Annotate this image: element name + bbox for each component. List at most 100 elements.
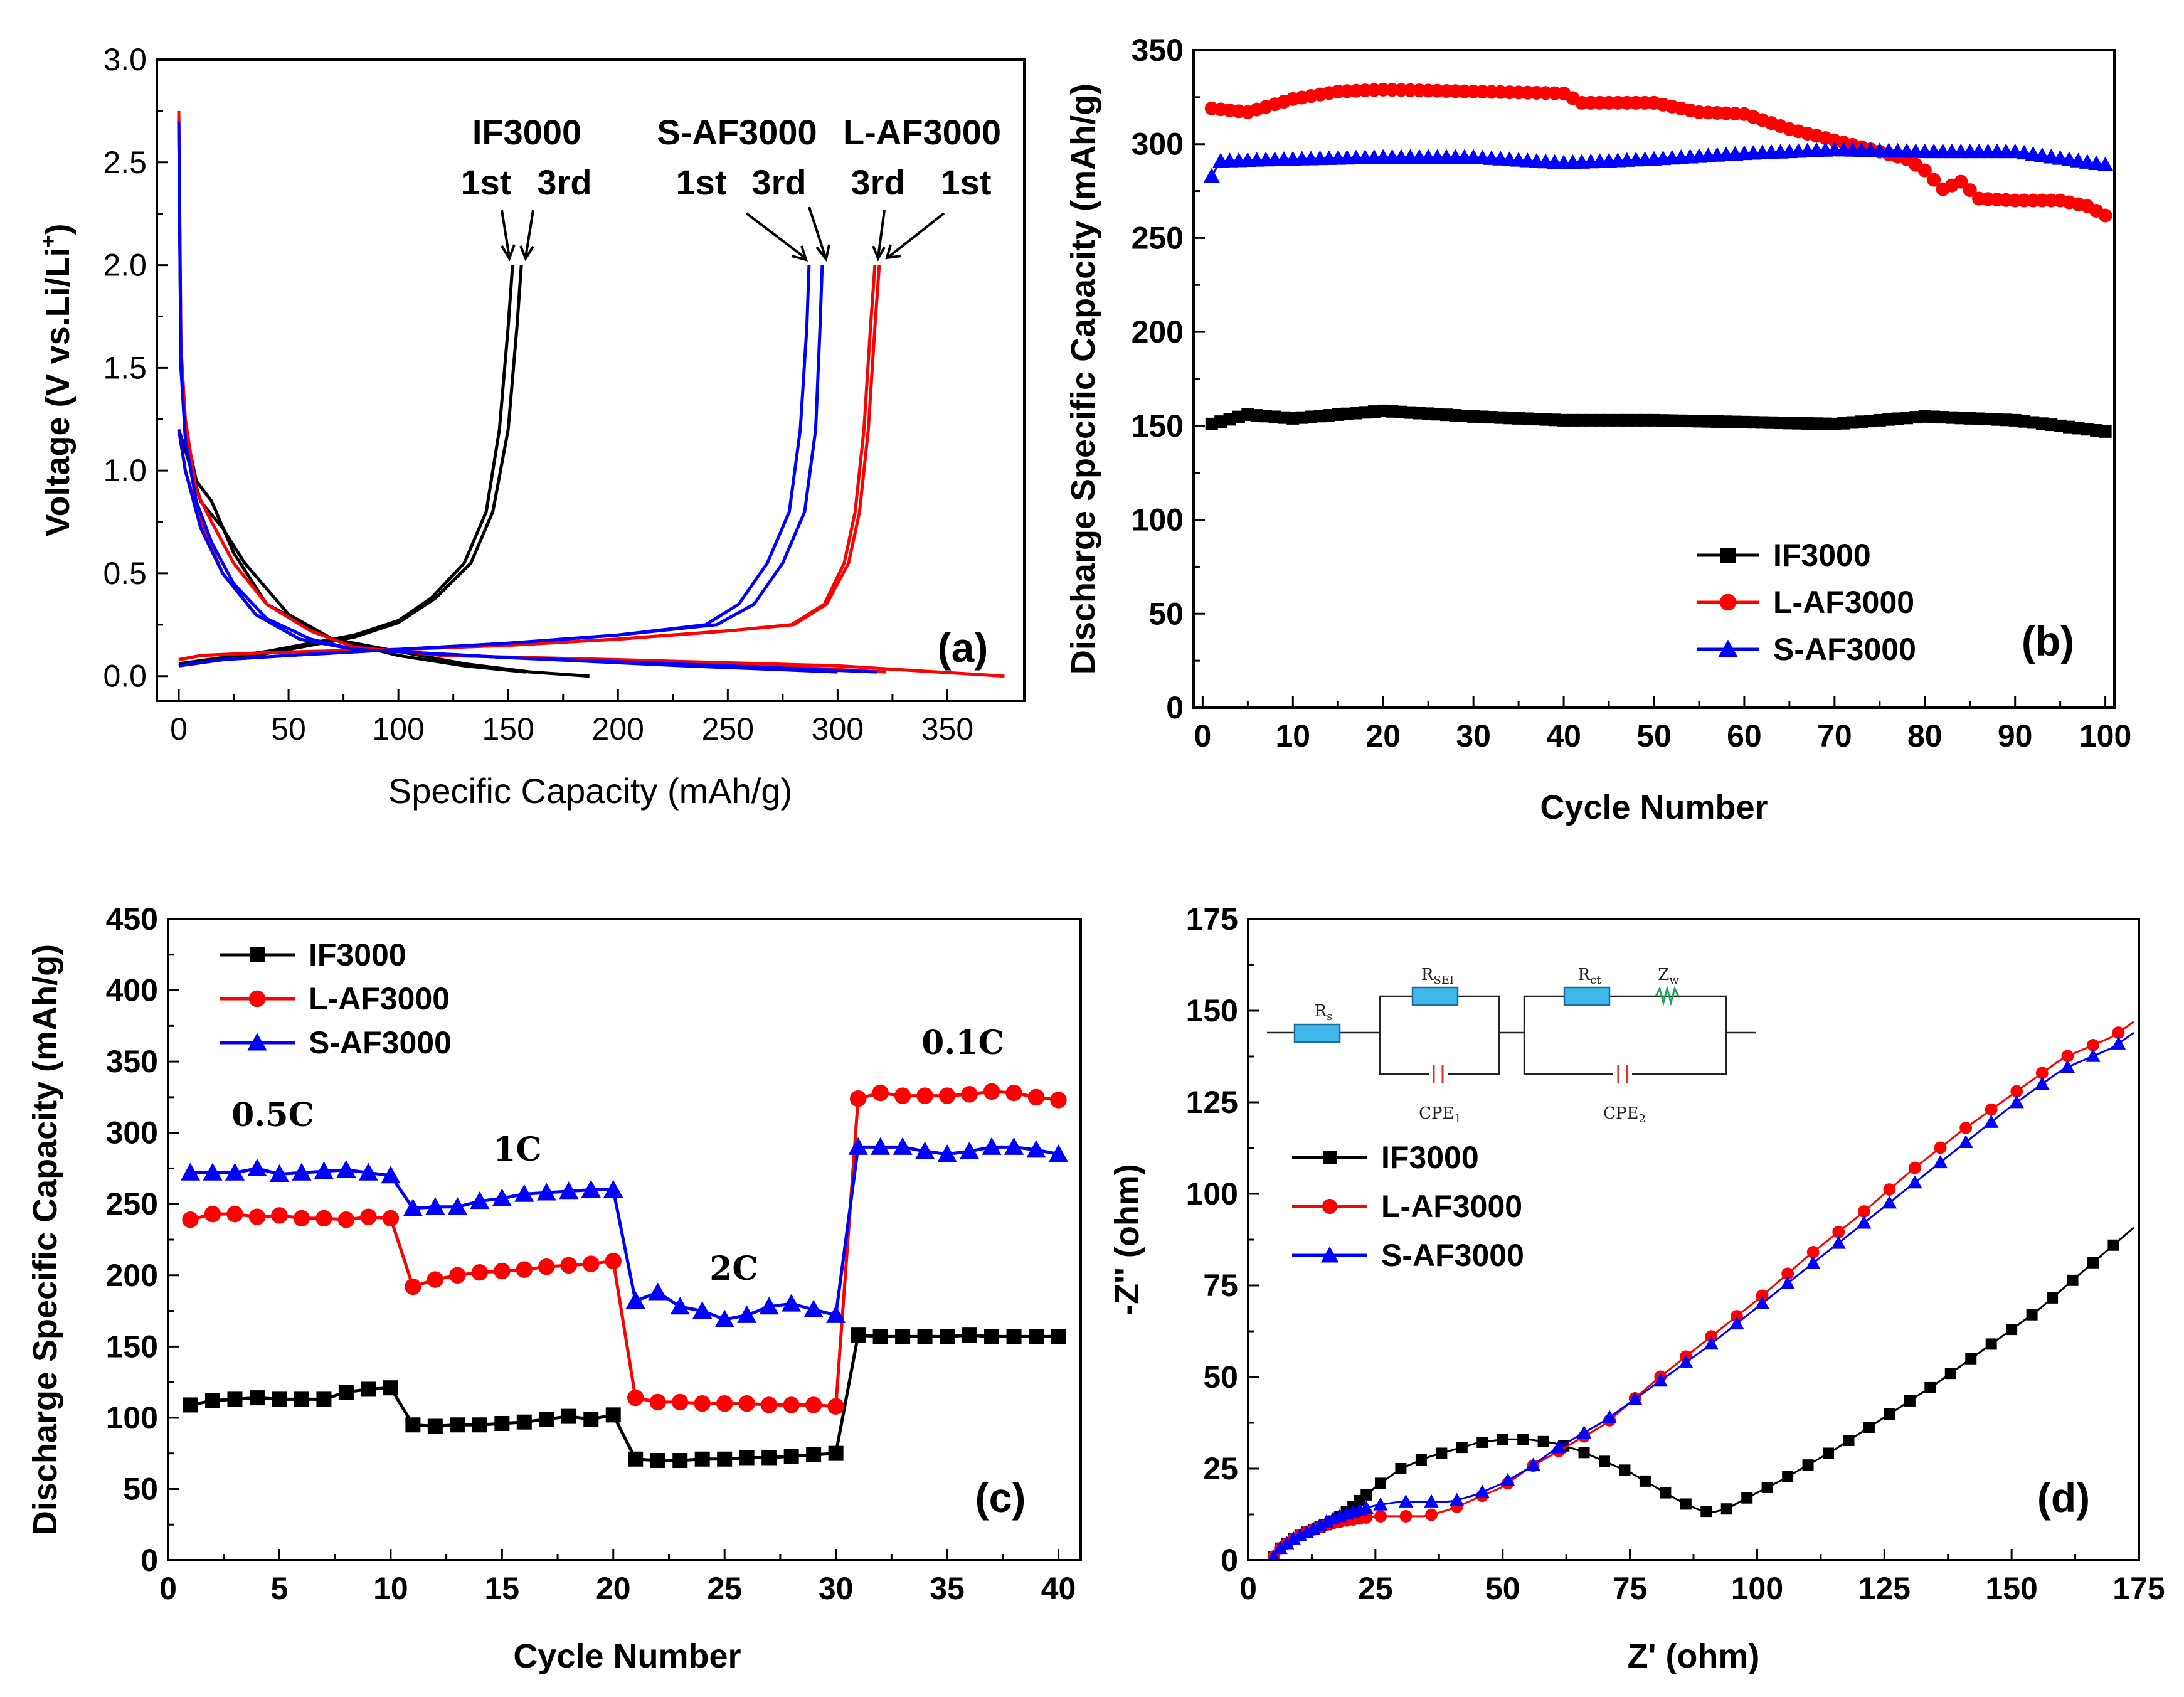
- ytick-label: 0.5: [103, 556, 147, 591]
- marker-square: [1720, 548, 1736, 563]
- marker-triangle: [1048, 1144, 1069, 1162]
- marker-circle: [2098, 208, 2112, 223]
- ytick-label: 125: [1186, 1085, 1238, 1120]
- panel-a-ylabel-sup: +: [36, 235, 60, 248]
- marker-triangle: [1653, 1373, 1668, 1387]
- marker-square: [1360, 1489, 1372, 1501]
- marker-triangle: [1718, 639, 1738, 657]
- marker-square: [1863, 1422, 1875, 1434]
- marker-square: [1700, 1506, 1712, 1518]
- marker-square: [628, 1451, 644, 1467]
- xtick-label: 350: [921, 711, 973, 747]
- marker-square: [1619, 1464, 1631, 1476]
- ytick-label: 150: [106, 1329, 158, 1364]
- marker-square: [1985, 1338, 1997, 1350]
- legend-label: S-AF3000: [309, 1025, 452, 1060]
- marker-square: [583, 1412, 599, 1427]
- marker-square: [1741, 1492, 1753, 1504]
- marker-square: [1843, 1435, 1855, 1447]
- marker-triangle: [1882, 1195, 1897, 1209]
- ytick-label: 50: [1148, 596, 1184, 631]
- marker-square: [1415, 1454, 1427, 1466]
- panel-d-legend: IF3000 L-AF3000 S-AF3000: [1292, 1140, 1524, 1273]
- marker-circle: [2112, 1026, 2125, 1039]
- ytick-label: 150: [1186, 993, 1238, 1028]
- xtick-label: 15: [485, 1571, 520, 1606]
- marker-square: [1578, 1447, 1590, 1459]
- ytick-label: 2.0: [103, 248, 147, 283]
- marker-square: [338, 1385, 354, 1400]
- arrow-if-3rd: [524, 210, 534, 258]
- curve-l-af3000-charge-3rd: [178, 265, 877, 661]
- marker-square: [294, 1391, 309, 1407]
- marker-circle: [2087, 1038, 2099, 1051]
- panel-c-ylabel: Discharge Specific Capacity (mAh/g): [26, 944, 64, 1535]
- ytick-label: 50: [123, 1471, 158, 1506]
- panel-d-xlabel: Z' (ohm): [1628, 1637, 1760, 1675]
- panel-a-ylabel-main: Voltage (V vs.Li/Li: [39, 247, 77, 536]
- label-rs: Rs: [1315, 1002, 1333, 1023]
- ytick-label: 175: [1186, 902, 1238, 937]
- arrowhead-laf-3rd: [872, 245, 886, 262]
- marker-triangle: [203, 1162, 223, 1181]
- marker-triangle: [1267, 1549, 1280, 1560]
- marker-triangle: [1983, 1114, 1999, 1128]
- marker-square: [1720, 1503, 1732, 1515]
- marker-square: [561, 1408, 576, 1424]
- label-cpe2: CPE2: [1603, 1104, 1646, 1125]
- arrowhead-if-1st: [501, 244, 516, 262]
- marker-circle: [471, 1264, 489, 1281]
- label-rsei: RSEI: [1421, 966, 1454, 987]
- ytick-label: 0.0: [103, 659, 147, 694]
- marker-circle: [516, 1261, 533, 1278]
- marker-square: [1904, 1395, 1916, 1407]
- marker-triangle: [336, 1160, 356, 1178]
- panel-d-ticks: 0 25 50 75 100 125 150 175 0 25 50 75 100 125 150 175: [1186, 902, 2165, 1606]
- marker-triangle: [803, 1299, 824, 1317]
- marker-circle: [1719, 593, 1737, 611]
- xtick-label: 30: [819, 1571, 854, 1606]
- marker-circle: [1832, 1225, 1845, 1238]
- arrow-laf-1st: [887, 212, 945, 258]
- ytick-label: 250: [1132, 220, 1184, 255]
- marker-triangle: [2035, 1077, 2050, 1090]
- xtick-label: 250: [702, 711, 754, 747]
- legend-label: L-AF3000: [1773, 585, 1914, 620]
- legend-label: IF3000: [309, 937, 406, 972]
- marker-circle: [872, 1084, 889, 1102]
- marker-triangle: [470, 1191, 490, 1210]
- panel-b-label: (b): [2022, 618, 2074, 664]
- marker-triangle: [1026, 1140, 1046, 1158]
- marker-square: [1323, 1151, 1337, 1164]
- marker-square: [2067, 1274, 2079, 1286]
- ytick-label: 350: [106, 1044, 158, 1079]
- circuit-wires: [1267, 995, 1756, 1075]
- marker-triangle: [559, 1181, 579, 1200]
- marker-square: [806, 1447, 822, 1462]
- marker-triangle: [1424, 1494, 1439, 1508]
- arrow-laf-3rd: [877, 210, 886, 258]
- panel-a-label: (a): [938, 624, 989, 671]
- marker-square: [1029, 1329, 1044, 1344]
- marker-triangle: [2097, 156, 2114, 172]
- marker-triangle: [1525, 1457, 1541, 1471]
- marker-square: [694, 1451, 710, 1467]
- marker-triangle: [1320, 1246, 1339, 1263]
- rate-label-05c: 0.5C: [231, 1096, 314, 1134]
- marker-square: [272, 1391, 287, 1407]
- marker-square: [361, 1381, 376, 1397]
- xtick-label: 25: [1358, 1571, 1393, 1606]
- marker-triangle: [1449, 1492, 1465, 1506]
- marker-square: [1823, 1447, 1835, 1459]
- marker-square: [650, 1453, 665, 1469]
- warburg-element: [1655, 985, 1680, 1006]
- marker-square: [2107, 1239, 2119, 1251]
- marker-square: [1374, 1477, 1386, 1489]
- marker-square: [1884, 1408, 1895, 1420]
- ytick-label: 3.0: [103, 42, 147, 77]
- marker-square: [227, 1391, 243, 1407]
- marker-triangle: [848, 1137, 868, 1155]
- marker-circle: [405, 1278, 421, 1295]
- marker-circle: [1883, 1183, 1896, 1196]
